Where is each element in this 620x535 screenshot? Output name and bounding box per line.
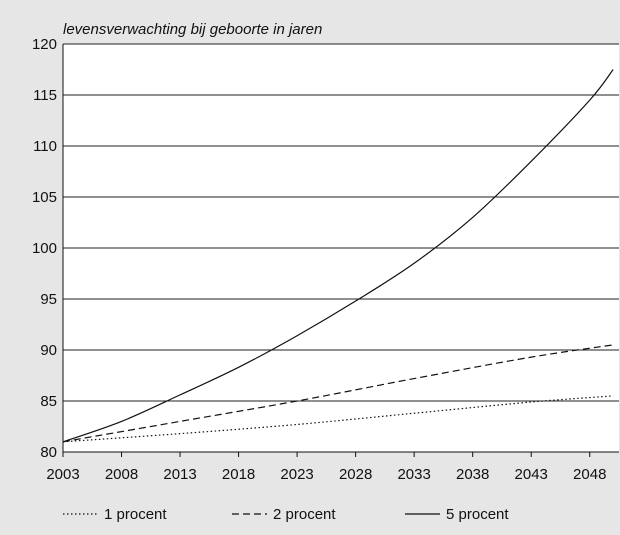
legend-label-1: 1 procent [104, 506, 167, 523]
y-tick-label: 80 [40, 444, 57, 461]
y-tick-label: 115 [33, 87, 57, 104]
y-tick-label: 100 [32, 240, 57, 257]
series-line-1 [62, 395, 614, 443]
y-tick-label: 110 [33, 138, 57, 155]
x-tick-label: 2008 [105, 466, 138, 483]
y-tick-label: 120 [32, 36, 57, 53]
x-tick-label: 2003 [46, 466, 79, 483]
y-tick-label: 90 [40, 342, 57, 359]
y-tick-label: 85 [40, 393, 57, 410]
x-tick-label: 2018 [222, 466, 255, 483]
x-tick-label: 2033 [397, 466, 430, 483]
series-line-2 [62, 344, 614, 443]
x-tick-label: 2023 [280, 466, 313, 483]
legend-label-3: 5 procent [446, 506, 509, 523]
x-tick-label: 2043 [515, 466, 548, 483]
x-tick-label: 2028 [339, 466, 372, 483]
y-tick-label: 105 [32, 189, 57, 206]
x-tick-label: 2013 [163, 466, 196, 483]
x-tick-label: 2038 [456, 466, 489, 483]
y-tick-label: 95 [40, 291, 57, 308]
legend-label-2: 2 procent [273, 506, 336, 523]
y-axis-title: levensverwachting bij geboorte in jaren [63, 21, 322, 38]
series-line-3 [62, 69, 614, 443]
x-tick-label: 2048 [573, 466, 606, 483]
